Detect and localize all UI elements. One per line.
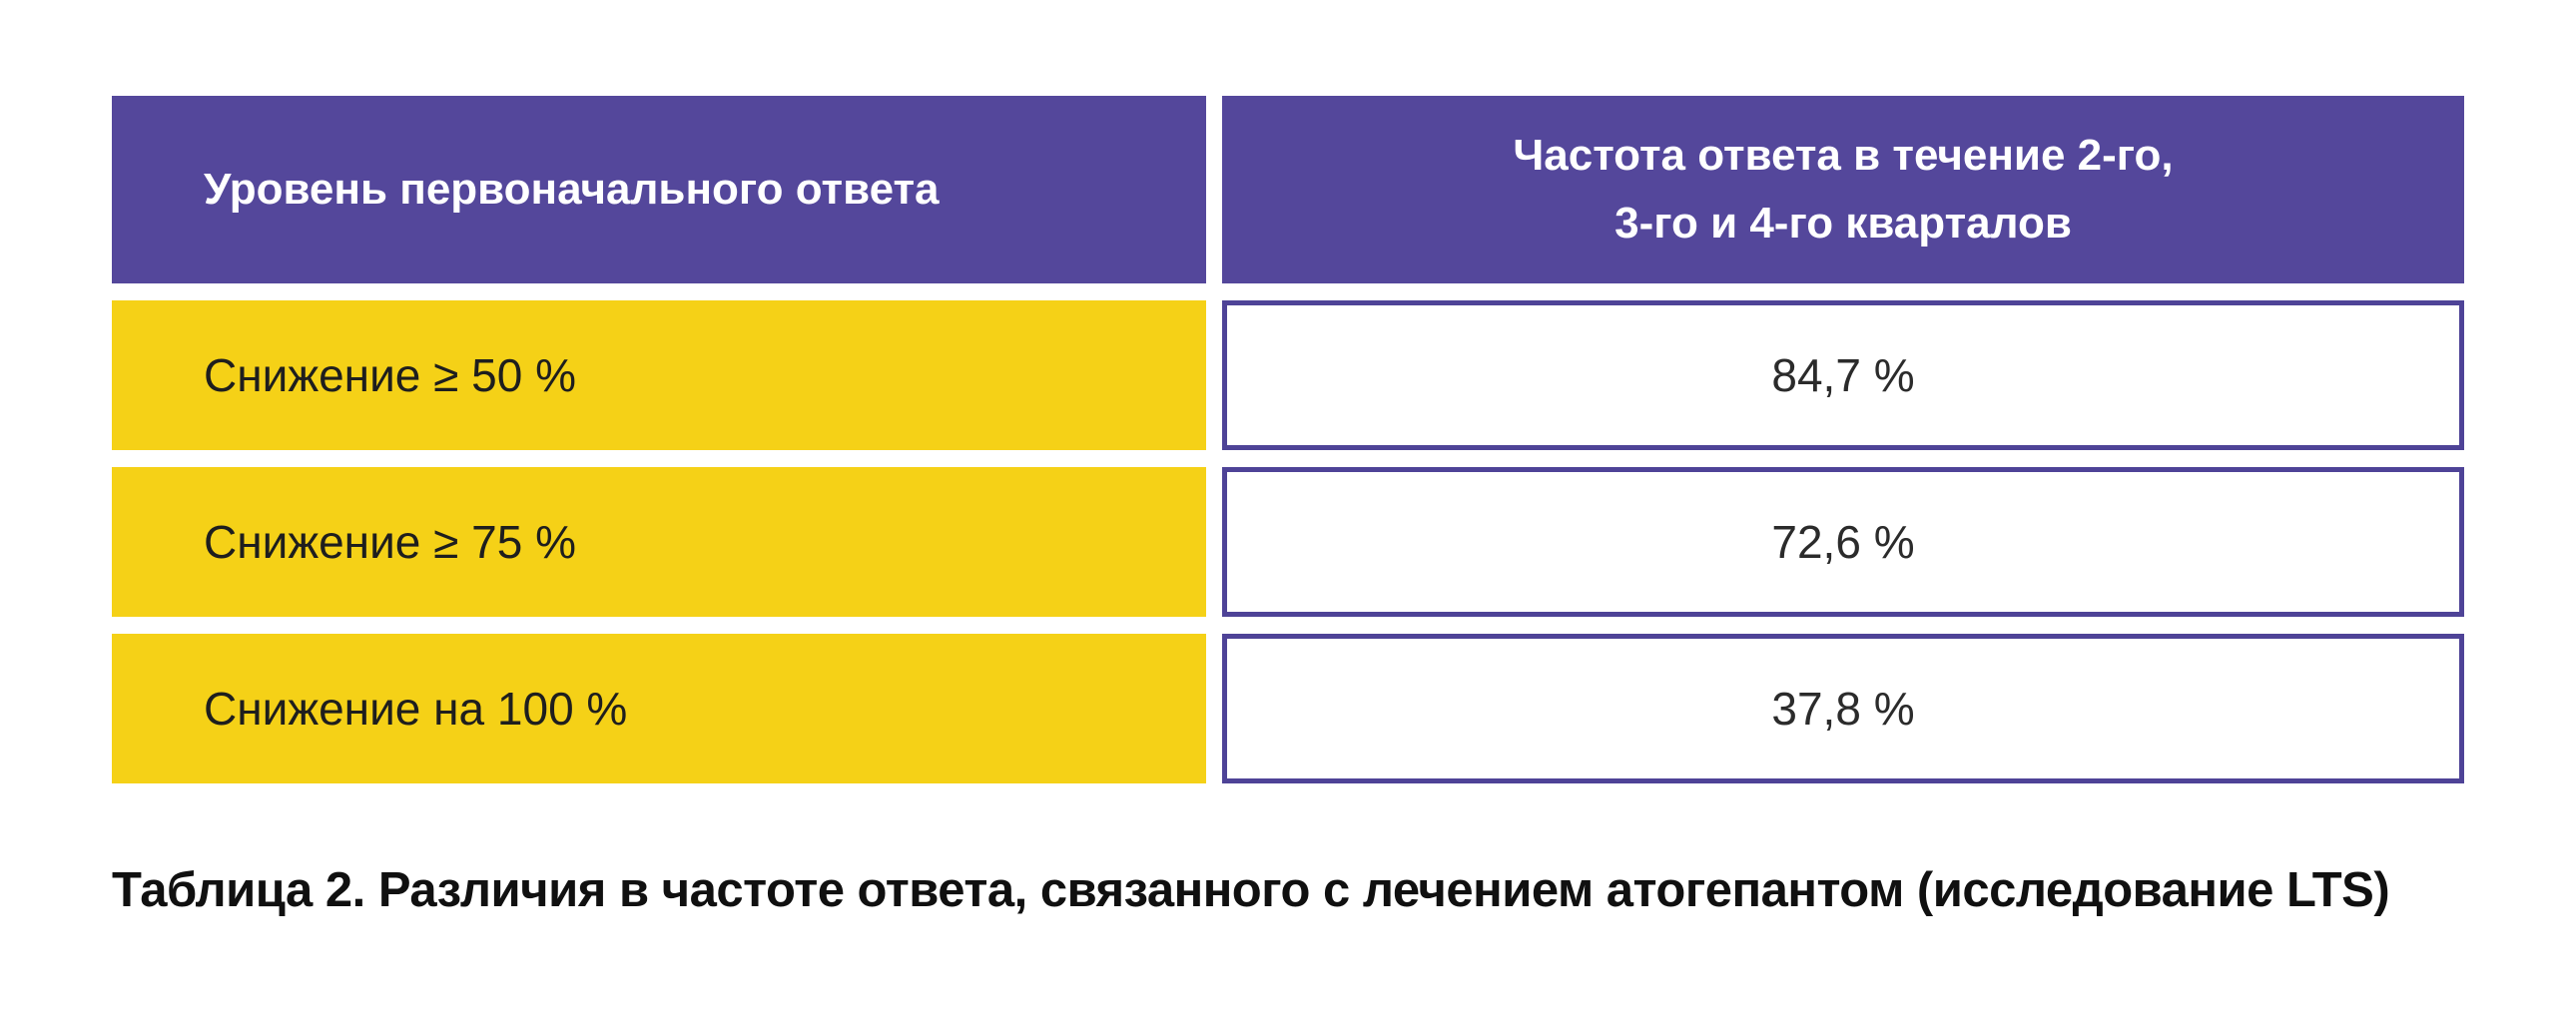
table-header-response-rate-quarters: Частота ответа в течение 2-го, 3-го и 4-… — [1222, 96, 2464, 283]
table-row-value-reduction-50: 84,7 % — [1222, 300, 2464, 450]
table-row-value-reduction-100: 37,8 % — [1222, 634, 2464, 783]
table-row-value-reduction-75: 72,6 % — [1222, 467, 2464, 617]
table-row-label-reduction-100: Снижение на 100 % — [112, 634, 1206, 783]
response-rate-table: Уровень первоначального ответа Частота о… — [112, 96, 2464, 783]
table-caption: Таблица 2. Различия в частоте ответа, св… — [112, 863, 2390, 917]
table-row-label-reduction-50: Снижение ≥ 50 % — [112, 300, 1206, 450]
table-header-initial-response-level: Уровень первоначального ответа — [112, 96, 1206, 283]
table-row-label-reduction-75: Снижение ≥ 75 % — [112, 467, 1206, 617]
